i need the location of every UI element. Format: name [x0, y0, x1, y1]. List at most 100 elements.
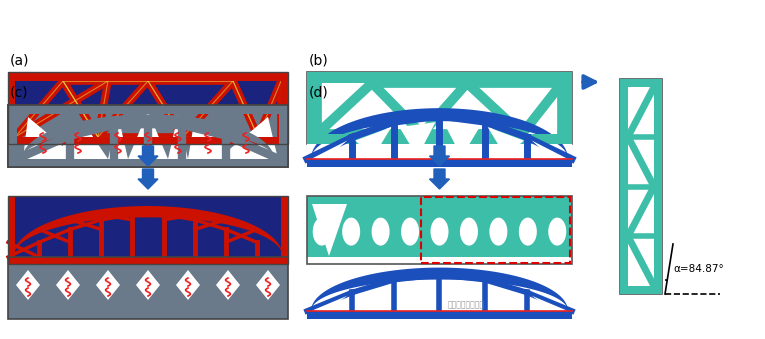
Bar: [281, 196, 288, 264]
Polygon shape: [216, 270, 240, 300]
Polygon shape: [228, 117, 278, 159]
Bar: [281, 72, 288, 144]
Bar: [8, 72, 288, 81]
FancyArrow shape: [429, 169, 450, 189]
Bar: [8, 105, 288, 167]
Bar: [620, 79, 628, 294]
Polygon shape: [355, 285, 392, 309]
Polygon shape: [311, 141, 347, 159]
Bar: [562, 72, 572, 144]
Polygon shape: [13, 206, 283, 257]
Polygon shape: [401, 218, 419, 245]
Bar: [8, 196, 288, 264]
Bar: [307, 134, 572, 144]
Polygon shape: [549, 218, 566, 245]
Bar: [8, 312, 288, 319]
Bar: [8, 72, 15, 144]
Polygon shape: [532, 141, 568, 159]
Text: (d): (d): [309, 86, 329, 100]
Bar: [8, 257, 288, 265]
Bar: [8, 196, 15, 264]
Polygon shape: [56, 270, 80, 300]
Bar: [8, 72, 288, 144]
Bar: [8, 105, 288, 167]
Polygon shape: [63, 122, 108, 159]
Bar: [8, 257, 16, 319]
Bar: [307, 72, 572, 144]
Text: (a): (a): [10, 53, 30, 67]
Text: (c): (c): [10, 86, 28, 100]
Polygon shape: [136, 270, 160, 300]
Bar: [8, 72, 15, 144]
Polygon shape: [168, 115, 188, 159]
Polygon shape: [96, 270, 120, 300]
Bar: [281, 72, 288, 144]
Bar: [307, 257, 572, 319]
Polygon shape: [444, 122, 480, 157]
Text: (b): (b): [309, 53, 329, 67]
Polygon shape: [313, 218, 330, 245]
Polygon shape: [532, 296, 568, 311]
Polygon shape: [312, 204, 347, 256]
Bar: [8, 105, 288, 114]
Polygon shape: [519, 218, 537, 245]
FancyArrow shape: [138, 146, 158, 166]
Polygon shape: [487, 127, 524, 157]
Polygon shape: [311, 108, 568, 159]
Bar: [307, 72, 572, 83]
Polygon shape: [355, 127, 392, 157]
Bar: [8, 196, 288, 264]
Bar: [8, 257, 288, 319]
Bar: [307, 196, 572, 264]
Bar: [307, 72, 317, 144]
Polygon shape: [22, 114, 274, 159]
Bar: [8, 137, 288, 144]
Polygon shape: [399, 281, 435, 309]
Bar: [280, 257, 288, 319]
Polygon shape: [256, 270, 280, 300]
Bar: [307, 134, 572, 144]
Text: α=84.87°: α=84.87°: [673, 264, 724, 274]
Polygon shape: [16, 270, 40, 300]
Bar: [307, 72, 317, 144]
FancyArrow shape: [429, 146, 450, 166]
Bar: [307, 311, 572, 319]
Bar: [8, 257, 288, 264]
Bar: [654, 79, 662, 294]
Bar: [8, 137, 288, 144]
Bar: [8, 257, 288, 264]
Bar: [620, 79, 662, 294]
Polygon shape: [16, 141, 63, 159]
Bar: [279, 105, 288, 167]
Polygon shape: [399, 122, 435, 157]
Polygon shape: [490, 218, 507, 245]
Polygon shape: [218, 117, 273, 159]
Polygon shape: [342, 218, 360, 245]
Bar: [8, 105, 288, 167]
Polygon shape: [372, 218, 389, 245]
Bar: [8, 159, 288, 167]
Bar: [8, 72, 288, 81]
Polygon shape: [431, 218, 448, 245]
Polygon shape: [23, 117, 78, 159]
Polygon shape: [311, 267, 568, 311]
Bar: [307, 105, 572, 167]
Bar: [8, 72, 288, 144]
Polygon shape: [108, 115, 128, 159]
Bar: [307, 196, 572, 264]
Polygon shape: [460, 218, 478, 245]
Bar: [421, 197, 570, 263]
Bar: [8, 105, 17, 167]
Polygon shape: [487, 285, 524, 309]
Polygon shape: [176, 270, 200, 300]
FancyArrow shape: [138, 169, 158, 189]
Polygon shape: [444, 281, 480, 309]
Polygon shape: [311, 296, 347, 311]
Bar: [620, 286, 662, 294]
Bar: [307, 159, 572, 167]
Bar: [307, 105, 572, 167]
Bar: [8, 257, 288, 319]
Bar: [620, 79, 662, 87]
Polygon shape: [128, 111, 168, 159]
Bar: [307, 72, 572, 83]
